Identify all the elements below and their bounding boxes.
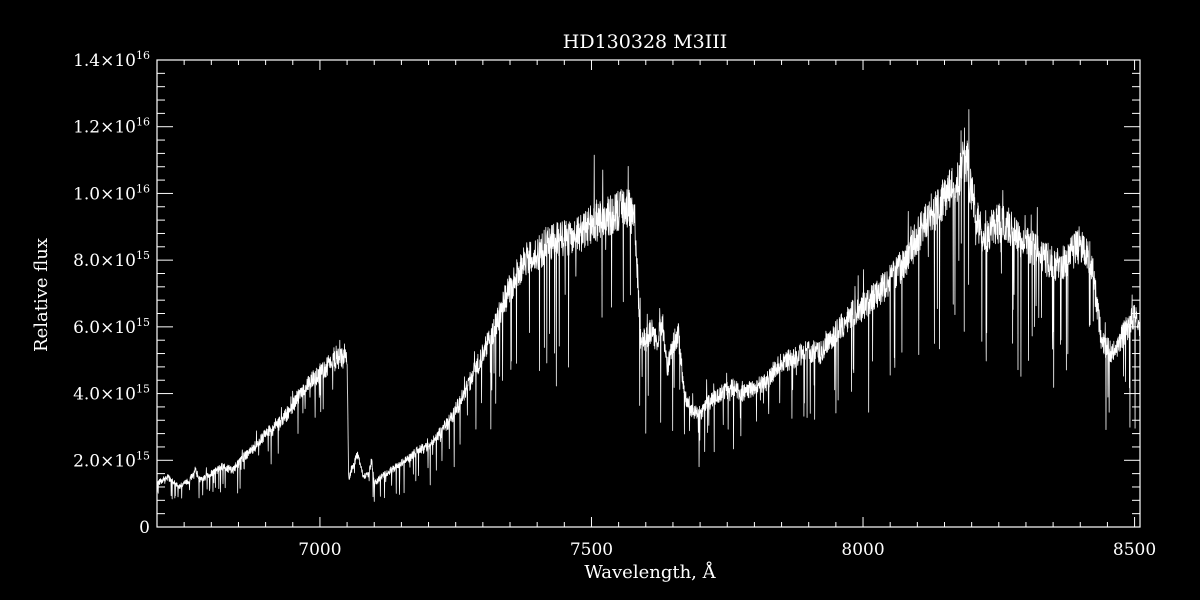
spectrum-series xyxy=(156,109,1141,502)
y-tick-exponent: 16 xyxy=(136,116,150,129)
y-tick-exponent: 16 xyxy=(136,182,150,195)
y-tick-mantissa: 2.0×10 xyxy=(73,451,136,471)
x-tick-label: 8000 xyxy=(841,540,884,560)
y-tick-exponent: 16 xyxy=(136,49,150,62)
y-tick-label: 2.0×1015 xyxy=(73,449,150,471)
y-tick-mantissa: 8.0×10 xyxy=(73,251,136,271)
x-tick-label: 7500 xyxy=(570,540,613,560)
y-tick-mantissa: 4.0×10 xyxy=(73,385,136,405)
y-tick-label: 1.0×1016 xyxy=(73,182,150,204)
y-tick-label: 1.2×1016 xyxy=(73,116,150,138)
y-axis-title: Relative flux xyxy=(31,238,52,352)
y-tick-label: 8.0×1015 xyxy=(73,249,150,271)
y-tick-label: 1.4×1016 xyxy=(73,49,150,71)
y-axis-ticks: 02.0×10154.0×10156.0×10158.0×10151.0×101… xyxy=(73,49,1140,538)
y-tick-mantissa: 1.2×10 xyxy=(73,118,136,138)
x-tick-label: 7000 xyxy=(298,540,341,560)
y-tick-exponent: 15 xyxy=(136,249,150,262)
y-tick-exponent: 15 xyxy=(136,383,150,396)
spectrum-line xyxy=(156,109,1141,502)
plot-frame xyxy=(156,59,1141,528)
y-tick-label: 0 xyxy=(139,518,150,538)
x-axis-ticks: 7000 7500 8000 8500 xyxy=(156,60,1156,560)
y-tick-exponent: 15 xyxy=(136,316,150,329)
y-tick-label: 6.0×1015 xyxy=(73,316,150,338)
y-tick-label: 4.0×1015 xyxy=(73,383,150,405)
y-tick-exponent: 15 xyxy=(136,449,150,462)
x-tick-label: 8500 xyxy=(1113,540,1156,560)
chart-title: HD130328 M3III xyxy=(563,31,727,53)
x-axis-title: Wavelength, Å xyxy=(584,561,716,583)
y-tick-mantissa: 1.0×10 xyxy=(73,184,136,204)
y-tick-mantissa: 1.4×10 xyxy=(73,51,136,71)
y-tick-mantissa: 0 xyxy=(139,518,150,538)
y-tick-mantissa: 6.0×10 xyxy=(73,318,136,338)
